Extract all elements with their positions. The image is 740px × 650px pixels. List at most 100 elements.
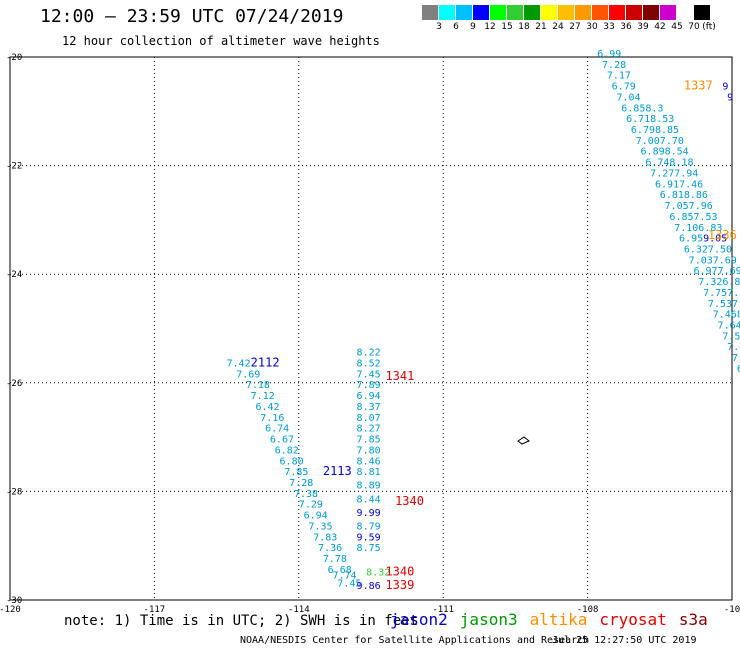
colorbar-unit: (ft) <box>702 22 716 32</box>
wave-height-value: 7.51 <box>722 331 740 342</box>
wave-height-value: 7.29 <box>299 500 323 511</box>
wave-height-value: 8.46 <box>357 456 381 467</box>
wave-height-value: 7.32 <box>698 277 722 288</box>
wave-height-value: 7.28 <box>602 60 626 71</box>
colorbar-swatch <box>473 5 490 20</box>
colorbar-swatch <box>643 5 660 20</box>
colorbar-swatch <box>609 5 626 20</box>
lon-tick-label: -120 <box>0 605 21 615</box>
satellite-jason3: jason3 <box>459 610 518 629</box>
wave-height-value: 7.38 <box>294 489 318 500</box>
wave-height-value: 8.54 <box>665 147 689 158</box>
lat-tick-label: -26 <box>6 379 22 389</box>
wave-height-value: 7.29 <box>727 288 740 299</box>
wave-height-value: 7.40 <box>727 342 740 353</box>
wave-height-value: 7.36 <box>318 543 342 554</box>
wave-height-value: 7.03 <box>689 255 713 266</box>
colorbar-label: 70 <box>688 22 700 32</box>
footer-credit: NOAA/NESDIS Center for Satellite Applica… <box>240 635 590 646</box>
wave-height-value: 8.22 <box>357 348 381 359</box>
lon-tick-label: -111 <box>432 605 454 615</box>
colorbar <box>422 5 711 20</box>
colorbar-label: 15 <box>501 22 513 32</box>
wave-height-value: 6.82 <box>275 445 299 456</box>
colorbar-label: 3 <box>436 22 442 32</box>
wave-height-value: 7.89 <box>357 380 381 391</box>
wave-height-value: 7.83 <box>313 532 337 543</box>
wave-height-value: 9 <box>727 92 733 103</box>
colorbar-label: 21 <box>535 22 547 32</box>
wave-height-value: 9.59 <box>357 532 381 543</box>
wave-height-value: 7.50 <box>708 244 732 255</box>
colorbar-label: 6 <box>453 22 459 32</box>
lat-tick-label: -22 <box>6 162 22 172</box>
wave-height-value: 8.89 <box>357 481 381 492</box>
wave-height-value: 6.42 <box>255 402 279 413</box>
colorbar-swatch <box>507 5 524 20</box>
satellite-legend: jason2 jason3 altika cryosat s3a <box>390 610 720 629</box>
wave-height-value: 8.44 <box>357 494 381 505</box>
pass-time-label: 2113 <box>323 464 352 478</box>
pass-time-label: 2112 <box>251 356 280 370</box>
wave-height-value: 7.04 <box>616 92 640 103</box>
footer-timestamp: Jul 25 12:27:50 UTC 2019 <box>552 635 697 646</box>
wave-height-value: 6.82 <box>722 277 740 288</box>
colorbar-swatch <box>541 5 558 20</box>
wave-height-value: 6.83 <box>698 223 722 234</box>
wave-height-value: 7.33 <box>732 353 740 364</box>
wave-height-value: 6.94 <box>304 511 328 522</box>
wave-height-value: 9.05 <box>703 234 727 245</box>
colorbar-label: 30 <box>586 22 598 32</box>
map-title: 12:00 – 23:59 UTC 07/24/2019 <box>40 6 344 27</box>
colorbar-swatch <box>456 5 473 20</box>
wave-height-value: 7.42 <box>227 359 251 370</box>
wave-height-value: 6.85 <box>669 212 693 223</box>
wave-height-value: 6.99 <box>597 49 621 60</box>
wave-height-value: 8.27 <box>357 424 381 435</box>
satellite-jason2: jason2 <box>390 610 448 629</box>
wave-height-value: 9.86 <box>357 581 381 592</box>
wave-height-value: 7.28 <box>289 478 313 489</box>
wave-height-value: 7.45 <box>357 369 381 380</box>
wave-height-value: 6.94 <box>357 391 381 402</box>
wave-height-value: 6.81 <box>660 190 684 201</box>
colorbar-label: 24 <box>552 22 564 32</box>
wave-height-value: 8.37 <box>357 402 381 413</box>
lon-tick-label: -114 <box>288 605 310 615</box>
wave-height-value: 8.18 <box>669 158 693 169</box>
lon-tick-label: -117 <box>144 605 166 615</box>
lon-tick-label: -10 <box>724 605 740 615</box>
wave-height-value: 6.79 <box>631 125 655 136</box>
wave-height-value: 8.07 <box>357 413 381 424</box>
wave-height-value: 6.85 <box>621 103 645 114</box>
colorbar-label: 9 <box>470 22 476 32</box>
wave-height-value: 7.64 <box>718 321 740 332</box>
pass-time-label: 1337 <box>684 79 713 93</box>
wave-height-value: 7.94 <box>674 168 698 179</box>
wave-height-value: 6.67 <box>270 435 294 446</box>
satellite-cryosat: cryosat <box>599 610 667 629</box>
wave-height-value: 7.85 <box>284 467 308 478</box>
wave-height-value: 7.27 <box>650 168 674 179</box>
wave-height-value: 6.74 <box>265 424 289 435</box>
wave-height-value: 6.32 <box>684 244 708 255</box>
colorbar-swatch <box>694 5 711 20</box>
pass-time-label: 1339 <box>385 578 414 592</box>
wave-height-value: 7.70 <box>660 136 684 147</box>
colorbar-label: 12 <box>484 22 496 32</box>
colorbar-swatch <box>660 5 677 20</box>
wave-height-value: 6.80 <box>280 456 304 467</box>
wave-height-value: 7.74 <box>332 570 356 581</box>
colorbar-swatch <box>575 5 592 20</box>
colorbar-label: 18 <box>518 22 530 32</box>
map-subtitle: 12 hour collection of altimeter wave hei… <box>62 34 380 48</box>
wave-height-value: 6.80 <box>737 364 740 375</box>
colorbar-label: 39 <box>637 22 649 32</box>
colorbar-swatch <box>524 5 541 20</box>
island-outline <box>517 436 530 445</box>
wave-height-value: 7.12 <box>251 391 275 402</box>
wave-height-value: 7.16 <box>260 413 284 424</box>
pass-time-label: 1336 <box>708 228 737 242</box>
wave-height-value: 8.81 <box>357 467 381 478</box>
